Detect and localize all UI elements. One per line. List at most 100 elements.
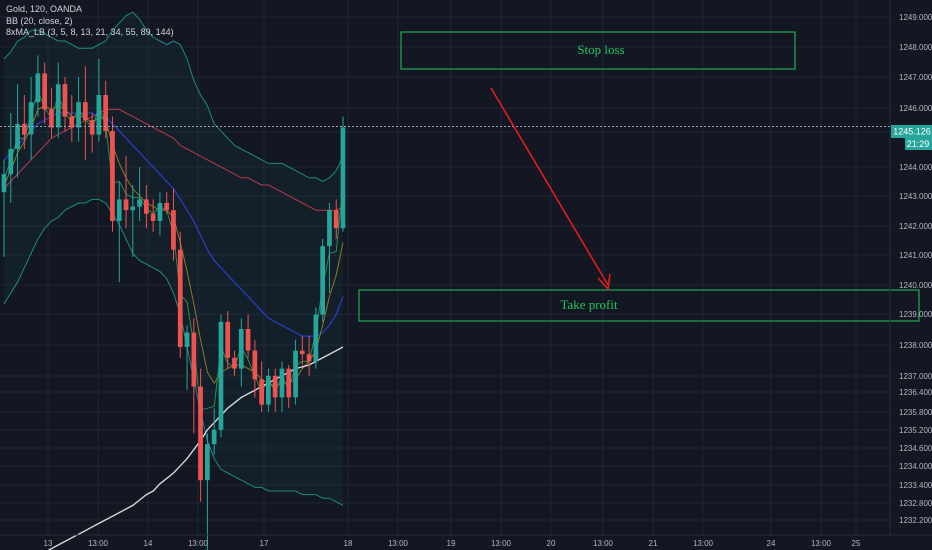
y-tick-label: 1232.200	[899, 516, 932, 525]
y-tick-label: 1241.000	[899, 251, 932, 260]
candle-body	[116, 199, 122, 221]
y-tick-label: 1239.000	[899, 310, 932, 319]
take-profit-box[interactable]	[358, 289, 920, 322]
candle	[55, 62, 61, 139]
ma-indicator-label[interactable]: 8xMA_LB (3, 5, 8, 13, 21, 34, 55, 89, 14…	[6, 27, 174, 37]
candle-body	[177, 249, 183, 347]
bb-lower-line	[3, 198, 344, 506]
candle	[1, 159, 7, 257]
candle-body	[313, 314, 319, 362]
candle	[157, 192, 163, 236]
candle	[225, 311, 231, 369]
y-tick-label: 1247.000	[899, 73, 932, 82]
stop-loss-label: Stop loss	[577, 42, 624, 57]
candle-body	[69, 116, 75, 128]
candle	[293, 339, 298, 405]
candle	[327, 203, 332, 293]
candle	[340, 116, 346, 232]
y-tick-label: 1238.000	[899, 341, 932, 350]
candle	[144, 185, 149, 229]
candle-body	[259, 379, 264, 405]
time-axis[interactable]: 13 13:00 14 13:00 17 18 13:00 19 13:00 20 13:00 21 1…	[0, 534, 932, 548]
bb-indicator-label[interactable]: BB (20, close, 2)	[6, 15, 73, 26]
x-tick-label: 24	[767, 539, 776, 548]
candle-body	[123, 199, 129, 211]
candle-body	[96, 95, 102, 135]
candle-body	[238, 329, 244, 369]
candle-body	[83, 102, 88, 121]
x-tick-label: 13:00	[593, 539, 614, 548]
candle	[177, 231, 183, 358]
candle-body	[1, 174, 7, 193]
price-axis[interactable]: 1249.0001248.0001247.0001246.0001245.000…	[889, 0, 932, 535]
candle	[42, 62, 47, 124]
candle	[76, 77, 81, 142]
candle-body	[225, 321, 231, 358]
candle	[191, 318, 197, 434]
y-tick-label: 1244.000	[899, 163, 932, 172]
candle-body	[320, 246, 325, 315]
candle	[184, 325, 190, 391]
y-tick-label: 1240.000	[899, 281, 932, 290]
stop-loss-box[interactable]	[400, 31, 796, 70]
y-tick-label: 1234.000	[899, 462, 932, 471]
candle-body	[293, 350, 298, 398]
chart-legend: Gold, 120, OANDA BB (20, close, 2) 8xMA_…	[6, 4, 174, 39]
candle-body	[89, 120, 95, 135]
candle	[130, 185, 136, 257]
candle-body	[205, 444, 210, 481]
candle	[8, 113, 14, 203]
candle-body	[327, 210, 332, 247]
candle	[110, 116, 115, 232]
last-price-tag: 1245.126 21:29	[891, 125, 932, 150]
candle	[211, 408, 217, 455]
candle-body	[184, 332, 190, 347]
candle-body	[130, 206, 136, 211]
candle-body	[286, 368, 292, 398]
candle-body	[266, 375, 271, 405]
candle-body	[8, 149, 14, 175]
take-profit-label: Take profit	[560, 297, 618, 312]
candle	[83, 66, 88, 160]
x-tick-label: 13	[44, 539, 53, 548]
y-tick-label: 1243.000	[899, 192, 932, 201]
x-tick-label: 13:00	[388, 539, 409, 548]
candle	[306, 336, 312, 376]
x-tick-label: 14	[144, 539, 153, 548]
candle	[238, 318, 244, 387]
candle	[49, 87, 54, 139]
candle-body	[15, 123, 20, 149]
ma-slow-line	[3, 108, 344, 211]
candle	[266, 368, 271, 412]
x-tick-label: 13:00	[491, 539, 512, 548]
x-tick-label: 13:00	[188, 539, 209, 548]
x-tick-label: 19	[447, 539, 456, 548]
candle-body	[279, 368, 285, 398]
candle	[299, 336, 305, 365]
candle-body	[232, 357, 237, 369]
candle	[272, 368, 278, 412]
candle-body	[42, 73, 47, 110]
candle-body	[245, 329, 251, 351]
y-tick-label: 1233.400	[899, 481, 932, 490]
candle	[150, 199, 156, 232]
candle-body	[191, 332, 197, 387]
candle-body	[35, 73, 41, 103]
candle-body	[198, 386, 203, 481]
x-tick-label: 13:00	[88, 539, 109, 548]
candle-body	[137, 199, 142, 207]
y-tick-label: 1235.800	[899, 408, 932, 417]
symbol-title: Gold, 120, OANDA	[6, 4, 83, 14]
direction-arrow[interactable]	[490, 87, 611, 291]
candle	[116, 181, 122, 283]
candle	[35, 55, 41, 117]
candle	[259, 361, 264, 412]
candle	[164, 192, 169, 214]
x-tick-label: 17	[260, 539, 269, 548]
x-tick-label: 20	[547, 539, 556, 548]
candle	[123, 156, 129, 229]
candle-body	[144, 199, 149, 214]
candle-body	[49, 109, 54, 128]
